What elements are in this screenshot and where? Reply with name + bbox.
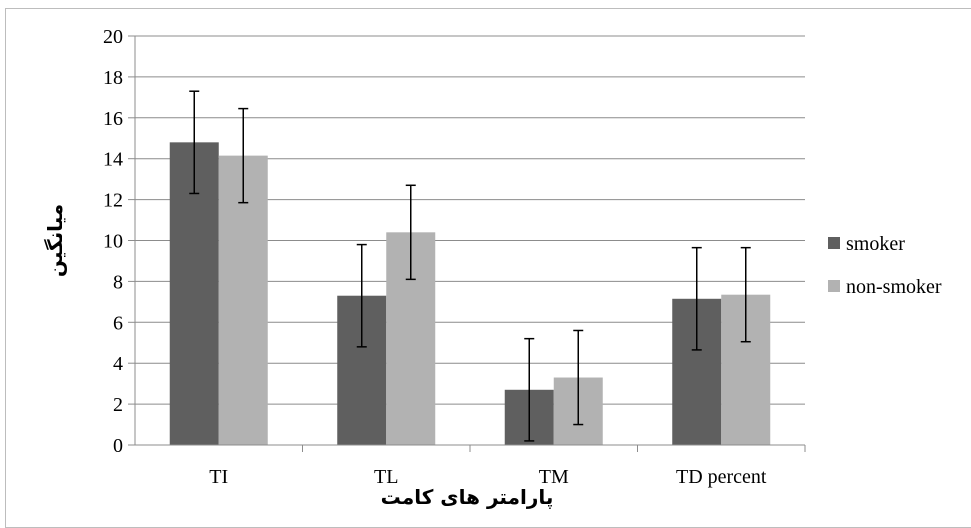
legend-label-non-smoker: non-smoker [846,276,942,298]
error-bars [189,90,751,442]
error-bar-non-smoker-2 [573,329,584,426]
legend-label-smoker: smoker [846,233,905,255]
y-tick-label-8: 8 [113,271,123,293]
y-tick-label-12: 12 [103,190,123,212]
x-axis-categories: TI TL TM TD percent [209,445,806,488]
legend: smoker non-smoker [828,233,942,298]
y-tick-label-4: 4 [113,353,123,375]
bar-non-smoker-0 [218,155,268,445]
error-bar-smoker-3 [691,246,702,351]
y-axis-title: میانگین [43,204,67,277]
y-tick-label-20: 20 [103,26,123,48]
legend-swatch-smoker [828,237,840,249]
legend-swatch-non-smoker [828,280,840,292]
y-tick-label-18: 18 [103,67,123,89]
y-tick-label-14: 14 [103,149,123,171]
error-bar-smoker-0 [189,90,200,195]
error-bar-non-smoker-3 [740,246,751,343]
error-bar-smoker-2 [524,337,535,442]
x-category-label-3: TD percent [676,466,767,488]
x-category-label-2: TM [539,466,569,488]
error-bar-non-smoker-0 [238,107,249,204]
x-axis-title: پارامتر های کامت [381,485,554,510]
error-bar-non-smoker-1 [405,184,416,281]
y-tick-label-6: 6 [113,312,123,334]
y-tick-label-2: 2 [113,394,123,416]
x-category-label-1: TL [374,466,398,488]
error-bar-smoker-1 [356,243,367,348]
y-tick-label-0: 0 [113,435,123,457]
y-axis-ticks: 0 2 4 6 8 10 12 14 16 18 20 [103,26,123,457]
x-category-label-0: TI [209,466,228,488]
y-tick-label-10: 10 [103,231,123,253]
legend-item-smoker: smoker [828,233,905,255]
bars [169,142,771,445]
y-tick-label-16: 16 [103,108,123,130]
legend-item-non-smoker: non-smoker [828,276,942,298]
